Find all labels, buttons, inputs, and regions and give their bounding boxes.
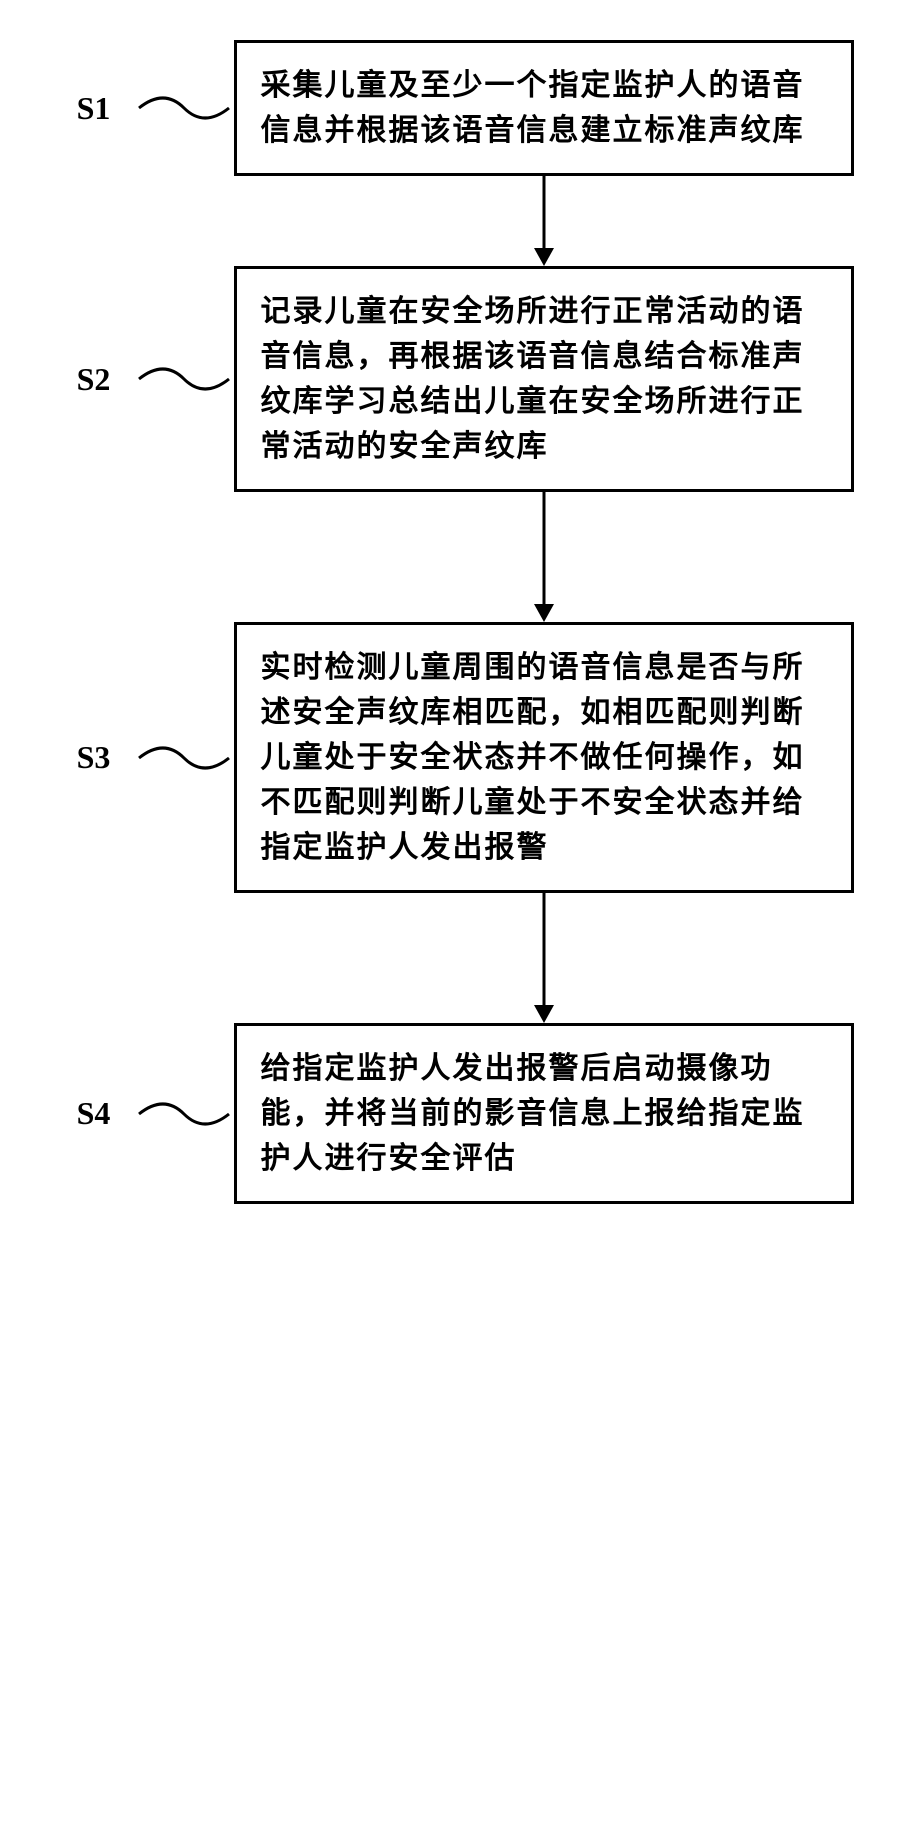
step-row-s2: S2 记录儿童在安全场所进行正常活动的语音信息，再根据该语音信息结合标准声纹库学… — [54, 266, 854, 492]
step-row-s4: S4 给指定监护人发出报警后启动摄像功能，并将当前的影音信息上报给指定监护人进行… — [54, 1023, 854, 1204]
step-row-s3: S3 实时检测儿童周围的语音信息是否与所述安全声纹库相匹配，如相匹配则判断儿童处… — [54, 622, 854, 893]
connector-curve-s2 — [134, 349, 234, 409]
connector-curve-s3 — [134, 728, 234, 788]
step-box-s2: 记录儿童在安全场所进行正常活动的语音信息，再根据该语音信息结合标准声纹库学习总结… — [234, 266, 854, 492]
step-box-s4: 给指定监护人发出报警后启动摄像功能，并将当前的影音信息上报给指定监护人进行安全评… — [234, 1023, 854, 1204]
arrow-s1-s2 — [54, 176, 854, 266]
step-text-s3: 实时检测儿童周围的语音信息是否与所述安全声纹库相匹配，如相匹配则判断儿童处于安全… — [261, 645, 827, 870]
step-text-s1: 采集儿童及至少一个指定监护人的语音信息并根据该语音信息建立标准声纹库 — [261, 63, 827, 153]
step-label-s1: S1 — [54, 90, 134, 127]
step-text-s4: 给指定监护人发出报警后启动摄像功能，并将当前的影音信息上报给指定监护人进行安全评… — [261, 1046, 827, 1181]
step-label-s2: S2 — [54, 361, 134, 398]
connector-curve-s4 — [134, 1084, 234, 1144]
step-box-s3: 实时检测儿童周围的语音信息是否与所述安全声纹库相匹配，如相匹配则判断儿童处于安全… — [234, 622, 854, 893]
arrow-s3-s4 — [54, 893, 854, 1023]
step-box-s1: 采集儿童及至少一个指定监护人的语音信息并根据该语音信息建立标准声纹库 — [234, 40, 854, 176]
step-label-s3: S3 — [54, 739, 134, 776]
step-label-s4: S4 — [54, 1095, 134, 1132]
connector-curve-s1 — [134, 78, 234, 138]
step-row-s1: S1 采集儿童及至少一个指定监护人的语音信息并根据该语音信息建立标准声纹库 — [54, 40, 854, 176]
step-text-s2: 记录儿童在安全场所进行正常活动的语音信息，再根据该语音信息结合标准声纹库学习总结… — [261, 289, 827, 469]
flowchart-container: S1 采集儿童及至少一个指定监护人的语音信息并根据该语音信息建立标准声纹库 S2… — [54, 40, 854, 1204]
arrow-s2-s3 — [54, 492, 854, 622]
